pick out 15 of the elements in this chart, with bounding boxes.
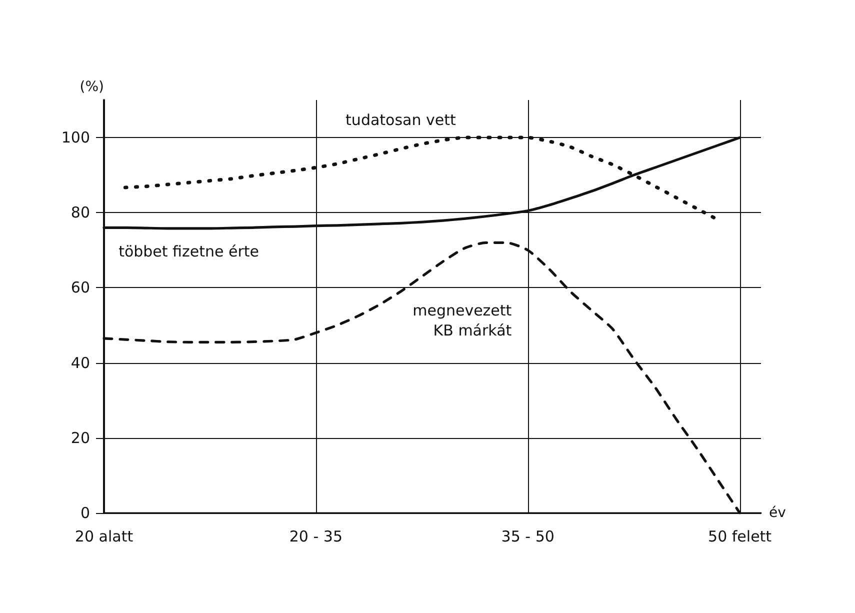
series-label: többet fizetne érte: [118, 242, 259, 260]
y-tick-label: 100: [61, 128, 90, 147]
y-tick-label: 60: [70, 278, 90, 297]
y-tick-label: 0: [80, 504, 90, 522]
y-axis-title: (%): [80, 79, 104, 95]
x-axis-title: év: [769, 505, 786, 521]
y-tick-label: 40: [70, 354, 90, 372]
x-tick-label: 50 felett: [708, 528, 772, 546]
x-tick-label: 35 - 50: [501, 528, 554, 546]
series-label: megnevezett KB márkát: [412, 302, 512, 340]
series-label: tudatosan vett: [346, 110, 456, 129]
y-tick-label: 20: [70, 428, 90, 447]
y-tick-label: 80: [70, 204, 90, 222]
x-tick-label: 20 - 35: [289, 528, 342, 546]
x-tick-label: 20 alatt: [74, 528, 134, 546]
